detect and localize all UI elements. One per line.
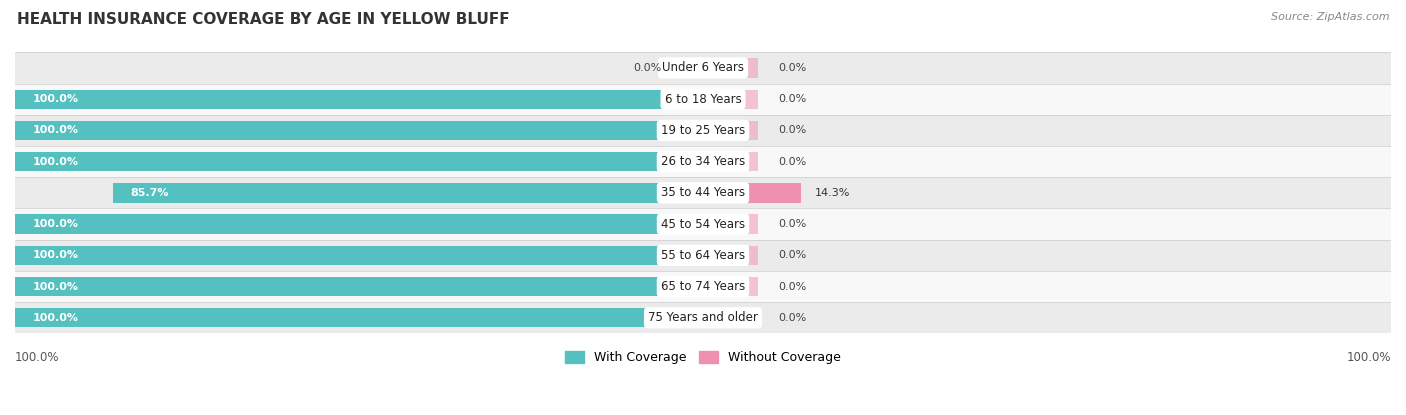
Bar: [15, 146, 1391, 177]
Text: 100.0%: 100.0%: [32, 250, 79, 260]
Bar: [703, 121, 758, 140]
Text: Source: ZipAtlas.com: Source: ZipAtlas.com: [1271, 12, 1389, 22]
Text: 6 to 18 Years: 6 to 18 Years: [665, 93, 741, 106]
Text: 100.0%: 100.0%: [1347, 351, 1391, 364]
Bar: [15, 302, 1391, 333]
Text: 0.0%: 0.0%: [779, 313, 807, 323]
Text: 85.7%: 85.7%: [131, 188, 169, 198]
Text: 75 Years and older: 75 Years and older: [648, 311, 758, 324]
Bar: [703, 183, 801, 203]
Text: 0.0%: 0.0%: [634, 63, 662, 73]
Bar: [15, 83, 1391, 115]
Bar: [15, 277, 703, 296]
Text: HEALTH INSURANCE COVERAGE BY AGE IN YELLOW BLUFF: HEALTH INSURANCE COVERAGE BY AGE IN YELL…: [17, 12, 509, 27]
Text: Under 6 Years: Under 6 Years: [662, 61, 744, 74]
Text: 100.0%: 100.0%: [32, 281, 79, 292]
Legend: With Coverage, Without Coverage: With Coverage, Without Coverage: [561, 347, 845, 369]
Text: 0.0%: 0.0%: [779, 281, 807, 292]
Bar: [15, 177, 1391, 208]
Text: 35 to 44 Years: 35 to 44 Years: [661, 186, 745, 199]
Bar: [114, 183, 703, 203]
Bar: [703, 152, 758, 171]
Text: 14.3%: 14.3%: [815, 188, 851, 198]
Text: 100.0%: 100.0%: [32, 313, 79, 323]
Text: 0.0%: 0.0%: [779, 219, 807, 229]
Text: 0.0%: 0.0%: [779, 63, 807, 73]
Text: 26 to 34 Years: 26 to 34 Years: [661, 155, 745, 168]
Text: 45 to 54 Years: 45 to 54 Years: [661, 217, 745, 231]
Text: 100.0%: 100.0%: [15, 351, 59, 364]
Text: 100.0%: 100.0%: [32, 94, 79, 104]
Bar: [703, 246, 758, 265]
Text: 0.0%: 0.0%: [779, 156, 807, 167]
Bar: [703, 308, 758, 327]
Text: 0.0%: 0.0%: [779, 94, 807, 104]
Text: 0.0%: 0.0%: [779, 125, 807, 135]
Text: 55 to 64 Years: 55 to 64 Years: [661, 249, 745, 262]
Bar: [15, 52, 1391, 83]
Text: 100.0%: 100.0%: [32, 125, 79, 135]
Bar: [15, 308, 703, 327]
Bar: [15, 115, 1391, 146]
Bar: [703, 58, 758, 78]
Text: 0.0%: 0.0%: [779, 250, 807, 260]
Text: 100.0%: 100.0%: [32, 219, 79, 229]
Bar: [15, 90, 703, 109]
Bar: [703, 215, 758, 234]
Bar: [15, 271, 1391, 302]
Text: 65 to 74 Years: 65 to 74 Years: [661, 280, 745, 293]
Text: 19 to 25 Years: 19 to 25 Years: [661, 124, 745, 137]
Bar: [15, 121, 703, 140]
Bar: [15, 240, 1391, 271]
Bar: [675, 58, 703, 78]
Bar: [15, 246, 703, 265]
Bar: [15, 152, 703, 171]
Text: 100.0%: 100.0%: [32, 156, 79, 167]
Bar: [703, 277, 758, 296]
Bar: [15, 215, 703, 234]
Bar: [15, 208, 1391, 240]
Bar: [703, 90, 758, 109]
